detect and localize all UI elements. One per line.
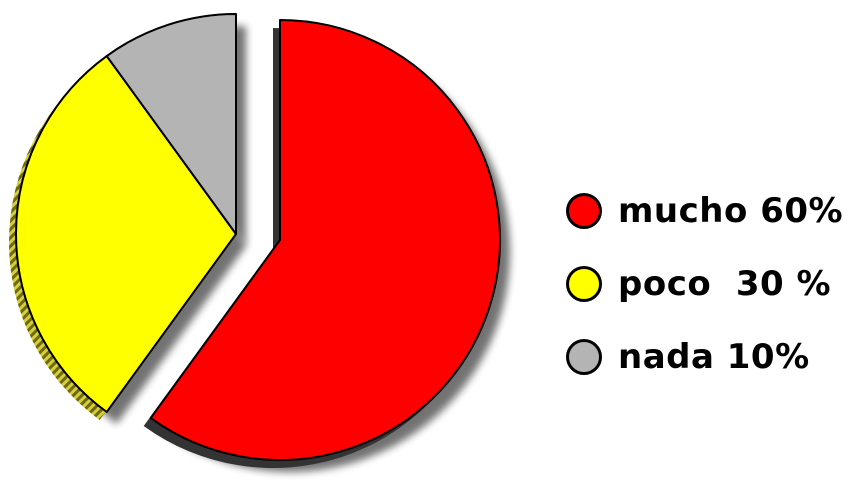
slice-poco xyxy=(15,55,237,413)
legend-label-mucho: mucho 60% xyxy=(618,191,844,231)
legend-swatch-nada xyxy=(566,339,602,375)
legend: mucho 60% poco 30 % nada 10% xyxy=(566,186,866,405)
legend-item-mucho: mucho 60% xyxy=(566,186,866,236)
legend-swatch-mucho xyxy=(566,193,602,229)
slice-nada xyxy=(105,13,237,235)
slice-mucho xyxy=(149,19,501,461)
legend-item-poco: poco 30 % xyxy=(566,259,866,309)
legend-label-poco: poco 30 % xyxy=(618,264,832,304)
legend-item-nada: nada 10% xyxy=(566,332,866,382)
legend-label-nada: nada 10% xyxy=(618,337,810,377)
legend-swatch-poco xyxy=(566,266,602,302)
pie-slices xyxy=(15,13,501,461)
